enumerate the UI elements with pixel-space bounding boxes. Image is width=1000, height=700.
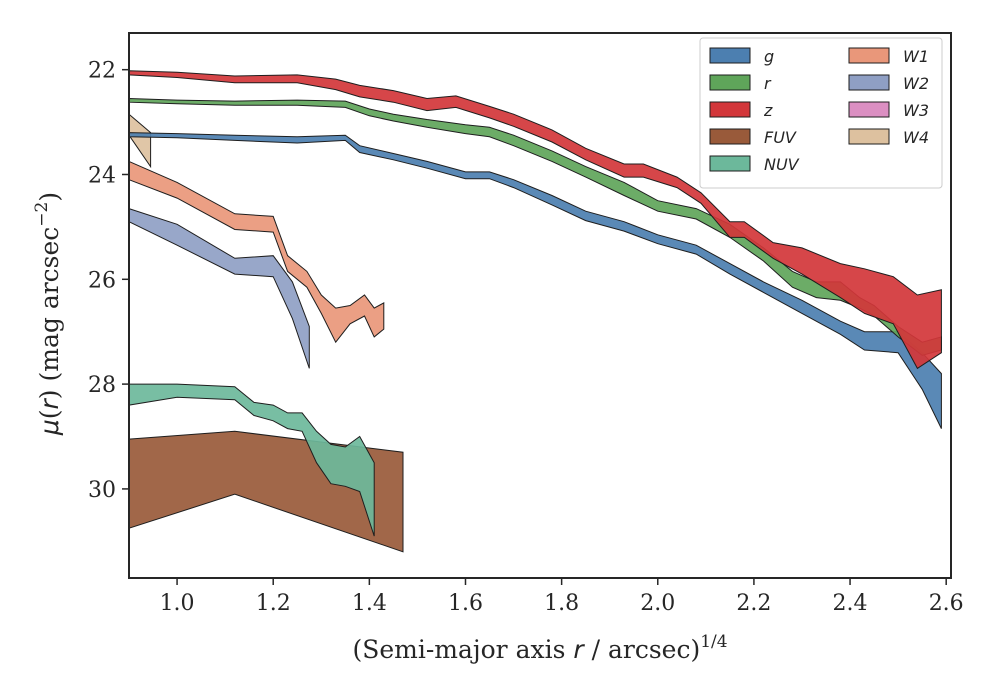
legend-swatch-w4 — [848, 128, 890, 145]
x-tick-label: 1.6 — [448, 591, 483, 616]
x-tick-label: 2.4 — [833, 591, 868, 616]
legend-swatch-nuv — [709, 155, 751, 172]
legend-swatch-fuv — [709, 128, 751, 145]
legend-label-w1: W1 — [903, 47, 929, 66]
legend-swatch-w3 — [848, 101, 890, 118]
legend-swatch-z — [709, 101, 751, 118]
plot-frame — [128, 32, 952, 579]
legend-label-r: r — [764, 74, 772, 93]
x-tick-label: 2.0 — [640, 591, 675, 616]
band-z — [128, 70, 942, 370]
x-tick-label: 1.4 — [352, 591, 387, 616]
y-axis-ticks: 22 24 26 28 30 — [88, 59, 129, 503]
legend-label-w3: W3 — [903, 101, 929, 120]
y-tick-label: 30 — [88, 478, 116, 503]
x-tick-label: 1.2 — [256, 591, 291, 616]
legend-label-w4: W4 — [903, 128, 929, 147]
x-tick-label: 1.0 — [160, 591, 195, 616]
y-tick-label: 26 — [88, 268, 116, 293]
x-axis-ticks: 1.0 1.2 1.4 1.6 1.8 2.0 2.2 2.4 2.6 — [160, 578, 964, 616]
legend-label-g: g — [764, 47, 774, 66]
legend-swatch-r — [709, 74, 751, 91]
legend-label-fuv: FUV — [764, 128, 797, 147]
band-w2 — [128, 207, 310, 369]
legend-label-w2: W2 — [903, 74, 929, 93]
legend-swatch-w2 — [848, 74, 890, 91]
y-tick-label: 24 — [88, 163, 116, 188]
legend-label-z: z — [763, 101, 773, 120]
band-w4 — [128, 113, 152, 169]
x-tick-label: 2.2 — [736, 591, 771, 616]
x-axis-label: (Semi-major axis r / arcsec)1/4 — [352, 632, 727, 664]
band-nuv — [128, 383, 375, 537]
series-bands — [128, 70, 942, 553]
x-tick-label: 2.6 — [929, 591, 964, 616]
band-w1 — [128, 160, 385, 344]
legend-swatch-g — [709, 47, 751, 64]
y-tick-label: 28 — [88, 373, 116, 398]
y-axis-label: μ(r) (mag arcsec−2) — [32, 192, 64, 436]
y-tick-label: 22 — [88, 59, 116, 84]
x-tick-label: 1.8 — [544, 591, 579, 616]
legend-swatch-w1 — [848, 47, 890, 64]
legend-label-nuv: NUV — [764, 155, 800, 174]
legend: grz FUV NUV W1 W2 W3 W4 — [699, 37, 943, 189]
band-g — [128, 132, 942, 429]
